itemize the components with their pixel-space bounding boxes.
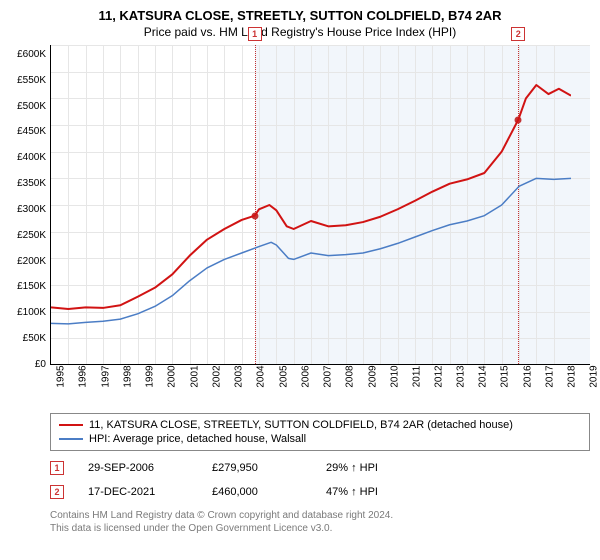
x-tick-label: 2004 — [250, 365, 272, 399]
y-tick-label: £250K — [17, 231, 46, 241]
y-tick-label: £500K — [17, 102, 46, 112]
x-axis: 1995199619971998199920002001200220032004… — [50, 365, 570, 399]
attribution-line: Contains HM Land Registry data © Crown c… — [50, 509, 590, 522]
x-tick-label: 2016 — [517, 365, 539, 399]
x-tick-label: 2006 — [295, 365, 317, 399]
legend-item: HPI: Average price, detached house, Wals… — [59, 432, 581, 446]
sale-diff: 47% ↑ HPI — [326, 486, 416, 498]
x-tick-label: 1997 — [95, 365, 117, 399]
chart-title: 11, KATSURA CLOSE, STREETLY, SUTTON COLD… — [10, 8, 590, 25]
x-tick-label: 2008 — [339, 365, 361, 399]
y-tick-label: £100K — [17, 308, 46, 318]
x-tick-label: 2014 — [472, 365, 494, 399]
y-tick-label: £450K — [17, 127, 46, 137]
attribution: Contains HM Land Registry data © Crown c… — [50, 509, 590, 535]
sale-diff: 29% ↑ HPI — [326, 462, 416, 474]
sale-marker: 2 — [50, 485, 64, 499]
y-tick-label: £350K — [17, 179, 46, 189]
x-tick-label: 2011 — [406, 365, 428, 399]
sale-date: 17-DEC-2021 — [88, 486, 188, 498]
x-tick-label: 2001 — [184, 365, 206, 399]
y-tick-label: £0 — [35, 360, 46, 370]
x-tick-label: 1998 — [117, 365, 139, 399]
reference-marker-label: 1 — [248, 27, 262, 41]
y-tick-label: £600K — [17, 50, 46, 60]
x-tick-label: 1996 — [72, 365, 94, 399]
attribution-line: This data is licensed under the Open Gov… — [50, 522, 590, 535]
y-tick-label: £400K — [17, 153, 46, 163]
legend-item: 11, KATSURA CLOSE, STREETLY, SUTTON COLD… — [59, 418, 581, 432]
legend-label: 11, KATSURA CLOSE, STREETLY, SUTTON COLD… — [89, 419, 513, 431]
y-tick-label: £150K — [17, 282, 46, 292]
x-tick-label: 2018 — [561, 365, 583, 399]
sales-table: 1 29-SEP-2006 £279,950 29% ↑ HPI 2 17-DEC-202… — [10, 461, 590, 499]
series-property — [51, 85, 571, 309]
sale-marker: 1 — [50, 461, 64, 475]
y-tick-label: £50K — [23, 334, 46, 344]
x-tick-label: 2010 — [384, 365, 406, 399]
x-tick-label: 1999 — [139, 365, 161, 399]
sale-price: £279,950 — [212, 462, 302, 474]
chart-subtitle: Price paid vs. HM Land Registry's House … — [10, 25, 590, 39]
x-tick-label: 1995 — [50, 365, 72, 399]
x-tick-label: 2013 — [450, 365, 472, 399]
legend-swatch — [59, 438, 83, 440]
x-tick-label: 2012 — [428, 365, 450, 399]
x-tick-label: 2015 — [494, 365, 516, 399]
legend: 11, KATSURA CLOSE, STREETLY, SUTTON COLD… — [50, 413, 590, 451]
plot-area: 12 — [50, 45, 590, 365]
y-tick-label: £300K — [17, 205, 46, 215]
data-layer — [51, 45, 571, 365]
sale-row: 1 29-SEP-2006 £279,950 29% ↑ HPI — [50, 461, 590, 475]
x-tick-label: 2017 — [539, 365, 561, 399]
y-tick-label: £200K — [17, 257, 46, 267]
x-tick-label: 2000 — [161, 365, 183, 399]
x-tick-label: 2009 — [362, 365, 384, 399]
sale-date: 29-SEP-2006 — [88, 462, 188, 474]
chart: £600K £550K £500K £450K £400K £350K £300K £250K… — [10, 45, 590, 365]
sale-price: £460,000 — [212, 486, 302, 498]
x-tick-label: 2005 — [273, 365, 295, 399]
y-tick-label: £550K — [17, 76, 46, 86]
legend-swatch — [59, 424, 83, 426]
y-axis: £600K £550K £500K £450K £400K £350K £300K £250K… — [10, 45, 50, 365]
legend-label: HPI: Average price, detached house, Wals… — [89, 433, 306, 445]
x-tick-label: 2002 — [206, 365, 228, 399]
x-tick-label: 2003 — [228, 365, 250, 399]
x-tick-label: 2007 — [317, 365, 339, 399]
sale-row: 2 17-DEC-2021 £460,000 47% ↑ HPI — [50, 485, 590, 499]
reference-marker-label: 2 — [511, 27, 525, 41]
x-tick-label: 2019 — [583, 365, 600, 399]
